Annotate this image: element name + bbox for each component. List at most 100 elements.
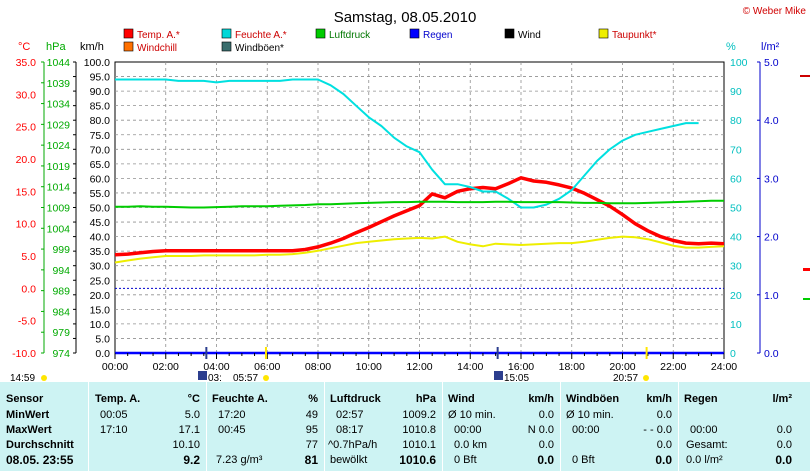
moon-icon-b <box>494 371 503 380</box>
sun-icon-left <box>41 375 47 381</box>
sun-icon-b <box>263 375 269 381</box>
event-time-a: 03: <box>208 373 222 382</box>
temp-tick-label: 5.0 <box>21 251 36 263</box>
stats-cell: 0.0 <box>776 439 792 451</box>
chart-title: Samstag, 08.05.2010 <box>334 9 477 26</box>
stats-cell: 17:10 <box>100 424 128 436</box>
series-line-luftdruck <box>115 199 724 209</box>
legend-label: Temp. A.* <box>137 30 180 41</box>
stats-cell: 9.2 <box>183 453 200 467</box>
pressure-tick-label: 974 <box>52 348 70 360</box>
stats-cell: 00:05 <box>100 409 128 421</box>
event-time-c: 15:05 <box>504 373 529 382</box>
stats-cell: 0.0 km <box>454 439 488 451</box>
stats-cell: 00:00 <box>454 424 482 436</box>
rain-tick-label: 3.0 <box>764 173 779 185</box>
stats-cell: 81 <box>304 453 318 467</box>
stats-cell: MaxWert <box>6 424 52 436</box>
legend-swatch <box>409 28 420 39</box>
legend-label: Wind <box>518 30 541 41</box>
wind-tick-label: 0.0 <box>95 348 110 360</box>
stats-cell: 7.23 g/m³ <box>216 454 263 466</box>
stats-cell: 77 <box>305 439 318 451</box>
temp-tick-label: 15.0 <box>16 186 37 198</box>
x-axis-labels: 00:00 02:00 04:00 06:00 08:00 10:00 12:00 14:00… <box>102 347 737 373</box>
x-tick-label: 02:00 <box>153 361 179 373</box>
stats-cell: MinWert <box>6 409 50 421</box>
stats-cell: 0.0 <box>775 453 792 467</box>
x-tick-label: 18:00 <box>559 361 585 373</box>
stats-cell: - - 0.0 <box>643 424 672 436</box>
humidity-tick-label: 20 <box>730 290 742 302</box>
stats-cell: 0.0 <box>537 453 554 467</box>
legend-label: Regen <box>423 30 452 41</box>
x-tick-label: 12:00 <box>406 361 432 373</box>
stats-cell: 08:17 <box>336 424 364 436</box>
rain-unit: l/m² <box>761 41 780 53</box>
stats-row-min: MinWert 00:05 5.0 17:20 49 02:57 1009.2 … <box>0 408 810 422</box>
x-tick-label: 14:00 <box>457 361 483 373</box>
wind-tick-label: 95.0 <box>90 72 111 84</box>
stats-cell: 10.10 <box>172 439 200 451</box>
stats-cell: N 0.0 <box>527 424 554 436</box>
statistics-table: Sensor Temp. A. °C Feuchte A. % Luftdruc… <box>0 382 810 471</box>
humidity-tick-label: 80 <box>730 115 742 127</box>
stats-cell: 00:00 <box>572 424 600 436</box>
wind-unit: km/h <box>80 41 104 53</box>
stats-cell: bewölkt <box>330 454 368 466</box>
stats-cell: 17:20 <box>218 409 246 421</box>
stats-cell: 1010.8 <box>402 424 436 436</box>
stats-cell: 17.1 <box>178 424 200 436</box>
rain-tick-label: 4.0 <box>764 115 779 127</box>
stats-cell: Temp. A. <box>95 393 141 405</box>
rain-tick-label: 1.0 <box>764 290 779 302</box>
wind-tick-label: 10.0 <box>90 319 111 331</box>
sun-icon-c <box>643 375 649 381</box>
stats-cell: 0.0 <box>538 439 554 451</box>
right-edge-partial <box>800 75 810 300</box>
x-tick-label: 06:00 <box>254 361 280 373</box>
stats-cell: 0.0 l/m² <box>686 454 723 466</box>
series-line-feuchte-a <box>115 78 699 209</box>
stats-cell: 08.05. 23:55 <box>6 453 74 467</box>
legend-swatch <box>123 41 134 52</box>
rain-tick-label: 0.0 <box>764 348 779 360</box>
legend-label: Feuchte A.* <box>235 30 287 41</box>
event-time-d: 20:57 <box>613 373 638 382</box>
wind-tick-label: 50.0 <box>90 203 111 215</box>
stats-cell: Windböen <box>566 393 620 405</box>
stats-cell: 02:57 <box>336 409 364 421</box>
stats-cell: km/h <box>528 393 554 405</box>
pressure-tick-label: 994 <box>52 265 70 277</box>
stats-cell: hPa <box>415 393 436 405</box>
chart-axes: -10.0 -5.0 0.0 5.0 10.0 15.0 20.0 25.0 30.0 35.0 9… <box>12 57 779 360</box>
x-tick-label: 16:00 <box>508 361 534 373</box>
pressure-tick-label: 984 <box>52 306 70 318</box>
legend-swatch <box>598 28 609 39</box>
stats-cell: 1010.6 <box>399 453 436 467</box>
legend-label: Luftdruck <box>329 30 371 41</box>
stats-cell: Wind <box>448 393 475 405</box>
event-left-time: 14:59 <box>10 373 35 382</box>
pressure-tick-label: 1024 <box>47 140 71 152</box>
x-tick-label: 22:00 <box>660 361 686 373</box>
stats-cell: Ø 10 min. <box>566 409 614 421</box>
wind-tick-label: 75.0 <box>90 130 111 142</box>
pressure-tick-label: 1004 <box>47 223 71 235</box>
moon-icon-a <box>198 371 207 380</box>
stats-cell: 00:00 <box>690 424 718 436</box>
pressure-tick-label: 979 <box>52 327 70 339</box>
stats-cell: Feuchte A. <box>212 393 268 405</box>
copyright-label: © Weber Mike <box>743 6 807 17</box>
stats-cell: 95 <box>305 424 318 436</box>
stats-cell: Luftdruck <box>330 393 381 405</box>
humidity-tick-label: 50 <box>730 203 742 215</box>
wind-tick-label: 80.0 <box>90 115 111 127</box>
wind-tick-label: 70.0 <box>90 144 111 156</box>
wind-tick-label: 15.0 <box>90 304 111 316</box>
pressure-tick-label: 989 <box>52 286 70 298</box>
temp-tick-label: 20.0 <box>16 154 37 166</box>
stats-cell: 0.0 <box>655 453 672 467</box>
legend-label: Windböen* <box>235 43 284 54</box>
stats-header-row: Sensor Temp. A. °C Feuchte A. % Luftdruc… <box>0 392 810 406</box>
